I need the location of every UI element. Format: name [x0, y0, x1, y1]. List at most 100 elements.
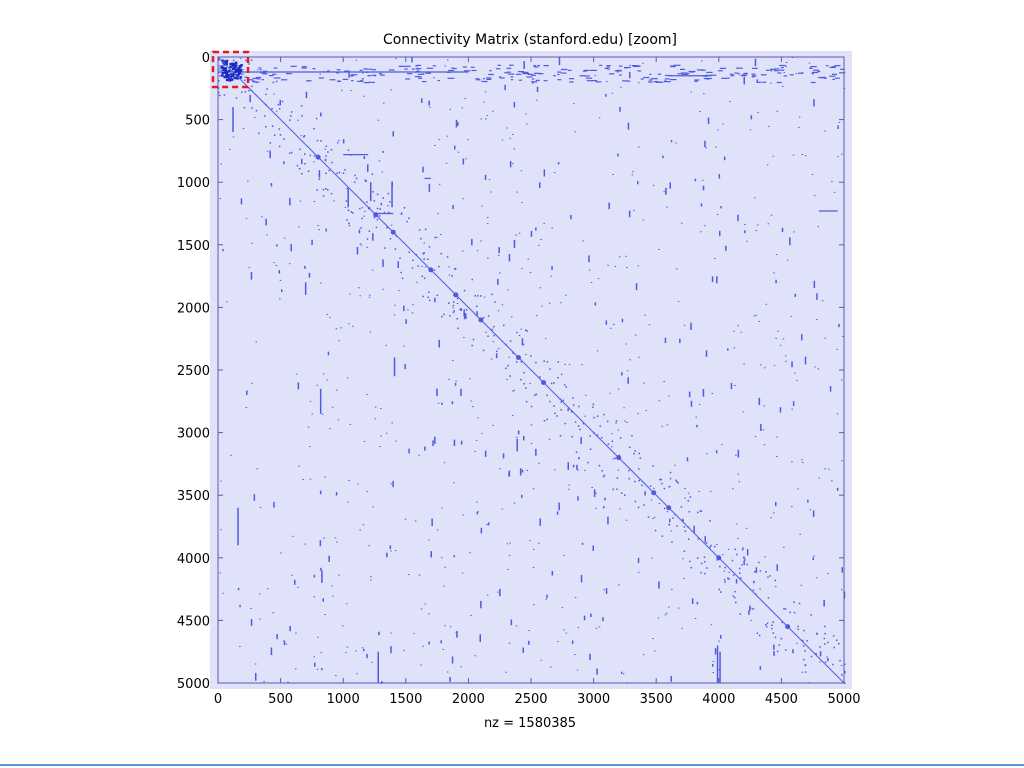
data-point — [523, 435, 525, 441]
data-point — [280, 552, 282, 554]
data-point — [546, 394, 548, 397]
y-tick-label: 4000 — [177, 552, 210, 567]
data-point — [638, 479, 640, 482]
data-point — [299, 148, 301, 151]
data-point — [770, 82, 772, 84]
data-point — [434, 145, 436, 146]
data-point — [604, 497, 606, 501]
data-point — [295, 373, 298, 375]
data-point — [718, 70, 723, 72]
data-point — [707, 117, 710, 124]
dense-block-point — [223, 63, 226, 66]
data-point — [453, 310, 455, 312]
diagonal-series — [217, 56, 845, 684]
data-point — [765, 571, 767, 573]
data-point — [347, 149, 350, 151]
data-point — [393, 314, 396, 316]
dense-block-point — [231, 78, 234, 81]
data-point — [693, 525, 695, 534]
data-point — [803, 658, 805, 661]
data-point — [546, 594, 548, 599]
data-point — [251, 242, 253, 244]
data-point — [313, 161, 315, 163]
data-point — [827, 658, 829, 662]
data-point — [382, 259, 384, 267]
data-point — [813, 555, 815, 557]
data-point — [313, 201, 316, 203]
data-point — [775, 279, 777, 284]
data-point — [249, 94, 251, 103]
data-point — [462, 66, 467, 68]
data-point — [563, 384, 566, 386]
data-point — [590, 69, 597, 71]
data-point — [523, 372, 525, 374]
data-point — [560, 72, 567, 74]
data-point — [460, 440, 463, 445]
data-point — [313, 127, 315, 130]
data-point — [684, 497, 686, 499]
data-point — [259, 507, 262, 508]
data-point — [718, 588, 720, 591]
data-point — [309, 400, 312, 402]
x-axis: 0 500 1000 1500 2000 2500 3000 3500 4000 4500 5000 — [214, 57, 861, 707]
data-point — [266, 88, 268, 90]
data-point — [408, 574, 410, 576]
data-point — [484, 91, 487, 93]
zoom-highlight-box[interactable] — [211, 50, 250, 89]
data-point — [612, 488, 614, 491]
data-point — [565, 386, 567, 388]
data-point — [477, 417, 479, 419]
data-point — [273, 93, 275, 95]
data-point — [564, 363, 566, 365]
data-point — [448, 266, 450, 268]
data-point — [792, 401, 795, 407]
data-point — [447, 59, 449, 61]
data-point — [400, 212, 403, 215]
data-point — [386, 226, 388, 229]
data-point — [338, 340, 340, 342]
data-point — [528, 640, 530, 645]
data-point — [785, 61, 788, 63]
data-point — [704, 225, 706, 227]
data-point — [324, 476, 326, 478]
data-point — [781, 621, 783, 624]
data-point — [515, 361, 518, 363]
data-point — [331, 585, 333, 587]
data-point — [485, 118, 487, 120]
data-point — [316, 139, 319, 142]
y-tick-label: 2000 — [177, 301, 210, 316]
data-point — [664, 74, 672, 77]
data-point — [525, 354, 527, 355]
data-point — [380, 74, 385, 76]
dense-block-point — [221, 59, 224, 62]
data-point — [815, 577, 818, 579]
data-point — [498, 255, 500, 257]
data-point — [329, 428, 331, 430]
data-point — [793, 231, 795, 233]
data-point — [628, 477, 630, 480]
data-point — [743, 72, 748, 74]
data-point — [836, 639, 838, 641]
data-point — [350, 90, 352, 92]
data-point — [738, 481, 740, 483]
data-point — [506, 67, 512, 69]
data-point — [320, 567, 322, 571]
data-point — [634, 450, 636, 452]
data-point — [326, 379, 328, 381]
data-point — [474, 451, 476, 452]
data-point — [809, 67, 813, 69]
data-point — [557, 79, 562, 81]
data-point — [318, 178, 321, 180]
data-point — [279, 99, 281, 106]
data-point — [730, 75, 735, 77]
data-point — [620, 671, 623, 674]
data-point — [531, 81, 538, 83]
data-point — [772, 155, 775, 157]
data-point — [428, 100, 430, 106]
data-point — [607, 443, 610, 445]
data-point — [362, 72, 364, 74]
data-point — [357, 483, 359, 485]
data-point — [518, 79, 523, 81]
data-point — [791, 408, 793, 410]
data-point — [382, 150, 384, 153]
